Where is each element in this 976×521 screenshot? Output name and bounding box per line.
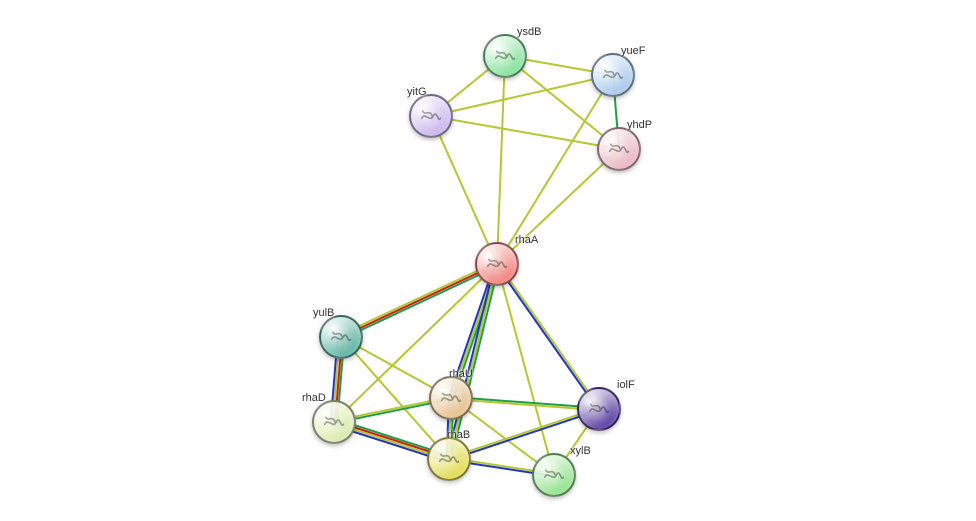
structure-icon [435,445,463,473]
node-yulB[interactable]: yulB [319,315,363,359]
protein-icon [577,387,621,431]
node-yueF[interactable]: yueF [591,53,635,97]
protein-icon [429,376,473,420]
protein-icon [597,127,641,171]
structure-icon [491,42,519,70]
structure-icon [483,250,511,278]
node-label: xylB [570,445,591,457]
edge-rhaA-rhaB [451,265,499,460]
edge-ysdB-rhaA [497,56,505,264]
edge-rhaA-yulB [341,264,497,337]
protein-icon [427,437,471,481]
protein-icon [475,242,519,286]
edge-rhaA-xylB [497,264,554,475]
edge-rhaA-yulB [340,262,496,335]
structure-icon [605,135,633,163]
structure-icon [585,395,613,423]
node-iolF[interactable]: iolF [577,387,621,431]
node-label: yueF [621,45,645,57]
node-label: ysdB [517,26,541,38]
node-yhdP[interactable]: yhdP [597,127,641,171]
node-label: rhaA [515,234,538,246]
protein-icon [312,400,356,444]
node-label: yhdP [627,119,652,131]
node-yitG[interactable]: yitG [409,94,453,138]
structure-icon [540,461,568,489]
protein-icon [319,315,363,359]
node-rhaA[interactable]: rhaA [475,242,519,286]
edge-yitG-yhdP [431,116,619,149]
node-rhaD[interactable]: rhaD [312,400,356,444]
structure-icon [320,408,348,436]
structure-icon [437,384,465,412]
node-label: iolF [617,379,635,391]
edge-rhaA-rhaB [447,263,495,458]
node-xylB[interactable]: xylB [532,453,576,497]
edge-yueF-yitG [431,75,613,116]
protein-icon [591,53,635,97]
structure-icon [417,102,445,130]
structure-icon [599,61,627,89]
protein-icon [409,94,453,138]
node-rhaU[interactable]: rhaU [429,376,473,420]
protein-icon [483,34,527,78]
node-rhaB[interactable]: rhaB [427,437,471,481]
edge-rhaA-rhaB [449,264,497,459]
edge-yueF-rhaA [497,75,613,264]
structure-icon [327,323,355,351]
node-ysdB[interactable]: ysdB [483,34,527,78]
network-canvas: ysdB yueF yitG yhdP rhaA yulB rhaU rhaD iolF rhaB… [0,0,976,521]
protein-icon [532,453,576,497]
